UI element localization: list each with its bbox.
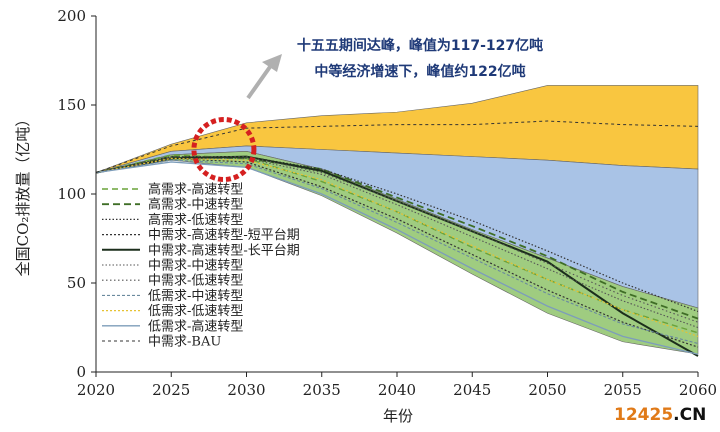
y-tick-label: 150 xyxy=(57,96,86,114)
legend-item: 中需求-中速转型 xyxy=(102,259,243,274)
legend-item: 中需求-高速转型-长平台期 xyxy=(102,242,300,258)
scenario-bands xyxy=(95,85,699,355)
x-axis-label: 年份 xyxy=(383,407,413,425)
y-tick-label: 200 xyxy=(57,7,86,25)
x-tick-label: 2035 xyxy=(303,381,341,399)
legend-label: 高需求-低速转型 xyxy=(148,212,243,228)
watermark-suffix: .CN xyxy=(673,405,706,425)
x-tick-labels: 2020 2025 2030 2035 2040 2045 2050 2055 2060 xyxy=(77,381,717,399)
peak-highlight-circle xyxy=(191,117,257,182)
annotation-arrow xyxy=(246,62,274,100)
x-tick-label: 2055 xyxy=(604,381,642,399)
x-tick-label: 2030 xyxy=(227,381,265,399)
series-line-5 xyxy=(95,155,699,357)
legend-item: 高需求-中速转型 xyxy=(102,197,243,213)
legend-label: 中需求-BAU xyxy=(148,335,221,350)
series-line-11 xyxy=(95,120,699,174)
legend-label: 中需求-低速转型 xyxy=(148,274,243,289)
legend-item: 低需求-中速转型 xyxy=(102,289,243,304)
series-line-3 xyxy=(95,156,699,313)
y-tick-label: 50 xyxy=(67,274,86,292)
annotation-peak-range: 十五五期间达峰，峰值为117-127亿吨 xyxy=(297,37,543,54)
legend-item: 中需求-BAU xyxy=(102,335,221,350)
legend-label: 中需求-高速转型-短平台期 xyxy=(148,227,300,243)
legend: 高需求-高速转型高需求-中速转型高需求-低速转型中需求-高速转型-短平台期中需求… xyxy=(102,182,300,350)
x-tick-label: 2020 xyxy=(77,381,115,399)
legend-item: 低需求-高速转型 xyxy=(102,318,243,334)
legend-label: 中需求-高速转型-长平台期 xyxy=(148,242,300,258)
legend-item: 高需求-高速转型 xyxy=(102,182,243,198)
annotation-peak-mid: 中等经济增速下，峰值约122亿吨 xyxy=(314,63,525,80)
legend-item: 低需求-低速转型 xyxy=(102,304,243,319)
legend-label: 高需求-中速转型 xyxy=(148,197,243,213)
x-tick-label: 2050 xyxy=(528,381,566,399)
x-tick-label: 2040 xyxy=(378,381,416,399)
y-tick-labels: 0 50 100 150 200 xyxy=(57,7,86,381)
legend-label: 低需求-低速转型 xyxy=(148,304,243,319)
y-tick-label: 100 xyxy=(57,185,86,203)
legend-label: 低需求-高速转型 xyxy=(148,318,243,334)
legend-label: 中需求-中速转型 xyxy=(148,259,243,274)
legend-label: 高需求-高速转型 xyxy=(148,182,243,198)
legend-item: 中需求-高速转型-短平台期 xyxy=(102,227,300,243)
watermark: 12425.CN xyxy=(614,405,706,425)
annotation-arrowhead xyxy=(262,54,282,72)
x-tick-label: 2045 xyxy=(453,381,491,399)
legend-item: 中需求-低速转型 xyxy=(102,274,243,289)
axes xyxy=(91,15,699,377)
x-tick-label: 2060 xyxy=(679,381,717,399)
y-axis-label: 全国CO₂排放量（亿吨） xyxy=(14,112,32,277)
y-tick-label: 0 xyxy=(76,363,86,381)
legend-label: 低需求-中速转型 xyxy=(148,289,243,304)
watermark-digits: 12425 xyxy=(614,405,673,425)
legend-item: 高需求-低速转型 xyxy=(102,212,243,228)
x-tick-label: 2025 xyxy=(152,381,190,399)
scenario-band-3 xyxy=(95,150,699,355)
series-line-10 xyxy=(95,161,699,355)
